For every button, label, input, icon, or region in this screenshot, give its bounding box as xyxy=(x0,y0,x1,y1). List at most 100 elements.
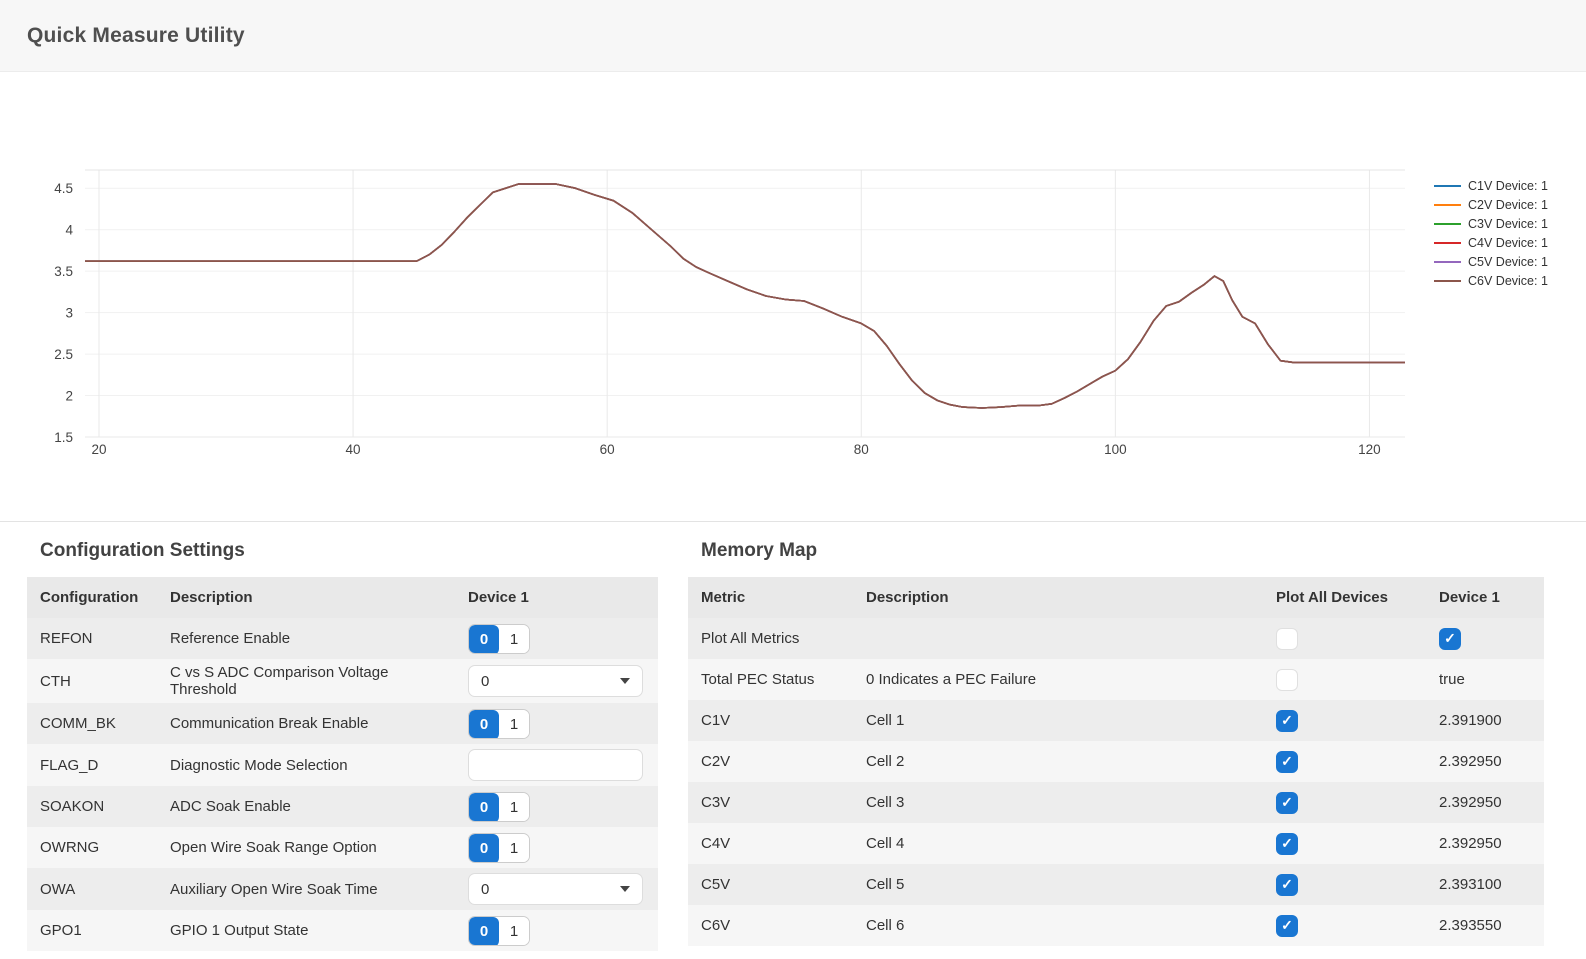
config-device1-cell: 0 xyxy=(455,868,658,910)
plot-all-checkbox-C6V[interactable]: ✓ xyxy=(1276,914,1298,937)
device1-cell: 2.392950 xyxy=(1426,782,1544,823)
metric-description-cell: 0 Indicates a PEC Failure xyxy=(853,659,1263,700)
config-description-cell: Open Wire Soak Range Option xyxy=(157,827,455,868)
metric-cell: C5V xyxy=(688,864,853,905)
metric-cell: Total PEC Status xyxy=(688,659,853,700)
config-device1-cell: 0 xyxy=(455,659,658,703)
config-row: OWRNG Open Wire Soak Range Option 0 1 xyxy=(27,827,658,868)
plot-all-checkbox-C4V[interactable]: ✓ xyxy=(1276,832,1298,855)
config-row: COMM_BK Communication Break Enable 0 1 xyxy=(27,703,658,744)
legend-item-C4V[interactable]: C4V Device: 1 xyxy=(1434,233,1548,252)
legend-label: C3V Device: 1 xyxy=(1468,216,1548,231)
page-title: Quick Measure Utility xyxy=(27,23,245,47)
segment-option-0[interactable]: 0 xyxy=(469,833,499,862)
plot-all-checkbox-Plot-All-Metrics[interactable]: ✓ xyxy=(1276,627,1298,650)
legend-item-C2V[interactable]: C2V Device: 1 xyxy=(1434,195,1548,214)
dropdown-CTH[interactable]: 0 xyxy=(468,665,643,697)
legend-label: C1V Device: 1 xyxy=(1468,178,1548,193)
config-description-cell: ADC Soak Enable xyxy=(157,786,455,827)
config-name-cell: CTH xyxy=(27,659,157,703)
segment-option-0[interactable]: 0 xyxy=(469,624,499,653)
config-row: GPO1 GPIO 1 Output State 0 1 xyxy=(27,910,658,951)
y-tick-label: 4 xyxy=(65,223,73,238)
device1-checkbox-Plot-All-Metrics[interactable]: ✓ xyxy=(1439,627,1461,650)
plot-all-checkbox-C1V[interactable]: ✓ xyxy=(1276,709,1298,732)
lower-panels: Configuration Settings Configuration Desc… xyxy=(0,521,1586,951)
legend-item-C3V[interactable]: C3V Device: 1 xyxy=(1434,214,1548,233)
segment-option-1[interactable]: 1 xyxy=(499,709,529,738)
legend-line-swatch xyxy=(1434,222,1461,225)
config-name-cell: OWA xyxy=(27,868,157,910)
chevron-down-icon xyxy=(620,678,630,684)
plot-all-devices-cell: ✓ xyxy=(1263,700,1426,741)
plot-all-checkbox-C2V[interactable]: ✓ xyxy=(1276,750,1298,773)
config-name-cell: COMM_BK xyxy=(27,703,157,744)
device1-cell: 2.392950 xyxy=(1426,741,1544,782)
plot-all-checkbox-C5V[interactable]: ✓ xyxy=(1276,873,1298,896)
metric-description-cell xyxy=(853,618,1263,659)
x-tick-label: 40 xyxy=(346,442,361,457)
y-tick-label: 2.5 xyxy=(54,347,73,362)
config-column-header: Description xyxy=(157,577,455,618)
segment-option-1[interactable]: 1 xyxy=(499,916,529,945)
series-line-C3V xyxy=(85,183,1405,409)
device1-value: 2.393100 xyxy=(1439,876,1502,893)
segment-option-0[interactable]: 0 xyxy=(469,709,499,738)
metric-cell: C3V xyxy=(688,782,853,823)
memory-row: C4V Cell 4 ✓ 2.392950 xyxy=(688,823,1544,864)
metric-description-cell: Cell 4 xyxy=(853,823,1263,864)
series-line-C5V xyxy=(85,183,1405,409)
y-tick-label: 1.5 xyxy=(54,430,73,445)
dropdown-value: 0 xyxy=(481,880,490,898)
dropdown-OWA[interactable]: 0 xyxy=(468,873,643,905)
device1-value: 2.392950 xyxy=(1439,753,1502,770)
legend-item-C6V[interactable]: C6V Device: 1 xyxy=(1434,271,1548,290)
plot-all-checkbox-C3V[interactable]: ✓ xyxy=(1276,791,1298,814)
segment-option-1[interactable]: 1 xyxy=(499,624,529,653)
device1-cell: true xyxy=(1426,659,1544,700)
legend-line-swatch xyxy=(1434,203,1461,206)
dropdown-value: 0 xyxy=(481,672,490,690)
text-input-FLAG_D[interactable] xyxy=(468,749,643,781)
legend-item-C5V[interactable]: C5V Device: 1 xyxy=(1434,252,1548,271)
legend-item-C1V[interactable]: C1V Device: 1 xyxy=(1434,176,1548,195)
legend-line-swatch xyxy=(1434,184,1461,187)
config-name-cell: REFON xyxy=(27,618,157,659)
segment-option-1[interactable]: 1 xyxy=(499,792,529,821)
series-line-C1V xyxy=(85,183,1405,409)
chart-legend: C1V Device: 1 C2V Device: 1 C3V Device: 1 C… xyxy=(1434,176,1548,290)
metric-description-cell: Cell 5 xyxy=(853,864,1263,905)
configuration-settings-panel: Configuration Settings Configuration Desc… xyxy=(27,540,658,951)
segment-option-0[interactable]: 0 xyxy=(469,916,499,945)
memory-row: Total PEC Status 0 Indicates a PEC Failur… xyxy=(688,659,1544,700)
metric-cell: C4V xyxy=(688,823,853,864)
legend-line-swatch xyxy=(1434,260,1461,263)
device1-cell: 2.393100 xyxy=(1426,864,1544,905)
line-chart[interactable]: 1.5 2 2.5 3 3.5 4 4.5 20 40 60 80 100 120 xyxy=(0,72,1586,521)
y-tick-label: 3 xyxy=(65,306,73,321)
segment-option-0[interactable]: 0 xyxy=(469,792,499,821)
x-tick-label: 100 xyxy=(1104,442,1127,457)
memory-column-header: Metric xyxy=(688,577,853,618)
x-tick-label: 120 xyxy=(1358,442,1381,457)
memory-column-header: Plot All Devices xyxy=(1263,577,1426,618)
config-column-header: Configuration xyxy=(27,577,157,618)
configuration-table: Configuration Description Device 1 REFON Re… xyxy=(27,577,658,951)
device1-cell: 2.392950 xyxy=(1426,823,1544,864)
segment-option-1[interactable]: 1 xyxy=(499,833,529,862)
memory-row: C5V Cell 5 ✓ 2.393100 xyxy=(688,864,1544,905)
config-name-cell: FLAG_D xyxy=(27,744,157,786)
plot-all-checkbox-Total-PEC-Status[interactable]: ✓ xyxy=(1276,668,1298,691)
plot-all-devices-cell: ✓ xyxy=(1263,905,1426,946)
configuration-table-header-row: Configuration Description Device 1 xyxy=(27,577,658,618)
config-name-cell: GPO1 xyxy=(27,910,157,951)
config-description-cell: Diagnostic Mode Selection xyxy=(157,744,455,786)
metric-description-cell: Cell 2 xyxy=(853,741,1263,782)
plot-all-devices-cell: ✓ xyxy=(1263,659,1426,700)
